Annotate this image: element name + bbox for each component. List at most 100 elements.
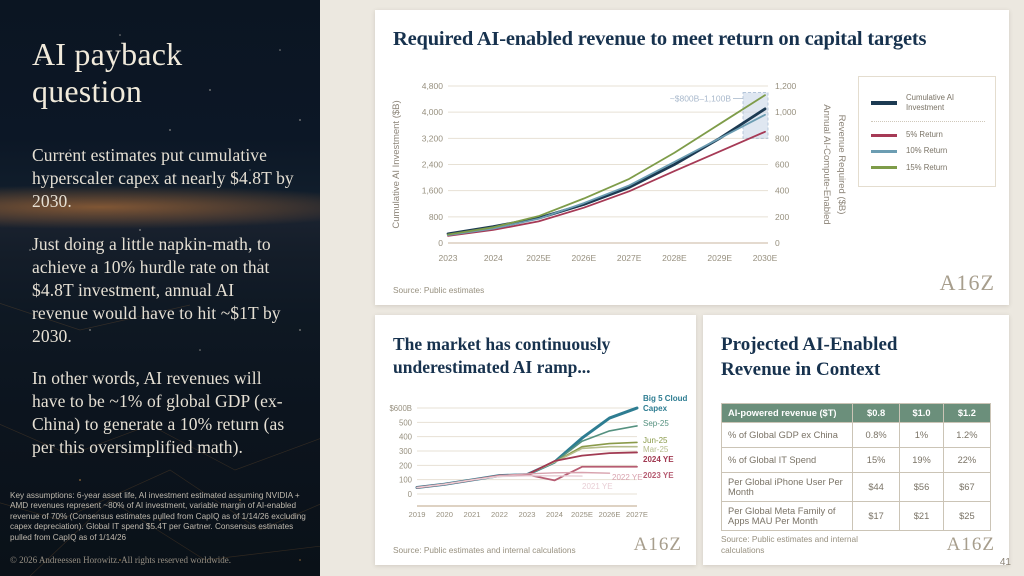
table-cell: $17 [851, 501, 901, 531]
x-axis-tick: 2025E [526, 253, 551, 263]
left-axis-tick: 4,800 [422, 81, 444, 91]
chart-title: Required AI-enabled revenue to meet retu… [393, 28, 927, 50]
sidebar-background-art [0, 34, 320, 576]
legend-swatch [871, 166, 897, 169]
table-header-cell: $1.0 [899, 403, 944, 423]
table-cell: 22% [942, 447, 992, 473]
panel-revenue-context: Projected AI-Enabled Revenue in Context … [703, 315, 1009, 565]
left-axis-title: Cumulative AI Investment ($B) [391, 100, 402, 228]
copyright: © 2026 Andreessen Horowitz. All rights r… [10, 555, 232, 565]
series-label: Big 5 Cloud [643, 394, 688, 403]
x-axis-tick: 2019 [409, 510, 426, 519]
x-axis-tick: 2023 [439, 253, 458, 263]
table-cell: 15% [851, 447, 901, 473]
x-axis-tick: 2025E [571, 510, 593, 519]
left-axis-tick: 3,200 [422, 133, 444, 143]
table-cell: $56 [899, 472, 944, 502]
series-label: 2022 YE [612, 473, 643, 482]
slide-title: AI payback question [32, 36, 183, 110]
y-axis-tick: 400 [399, 433, 413, 442]
panel-footer: Source: Public estimates and internal ca… [721, 534, 995, 556]
sidebar-paragraph: In other words, AI revenues will have to… [32, 367, 285, 458]
series-label: Sep-25 [643, 419, 669, 428]
table-row: % of Global IT Spend 15% 19% 22% [721, 447, 992, 473]
a16z-logo: A16Z [633, 534, 682, 555]
source-note: Source: Public estimates and internal ca… [721, 534, 858, 556]
y-axis-tick: 500 [399, 418, 413, 427]
panel-ai-ramp: The market has continuously underestimat… [375, 315, 696, 565]
legend-label: 10% Return [906, 146, 948, 156]
x-axis-tick: 2024 [484, 253, 503, 263]
right-axis-tick: 200 [775, 212, 789, 222]
legend-label: Cumulative AI Investment [906, 93, 955, 113]
right-axis-title: Revenue Required ($B) [836, 115, 847, 215]
ai-ramp-chart: $600B 500 400 300 200 100 0 2019 2020 2021 2022 202… [389, 394, 688, 519]
sidebar: AI payback question Current estimates pu… [0, 0, 320, 576]
y-axis-tick: 200 [399, 461, 413, 470]
x-axis-tick: 2029E [707, 253, 732, 263]
x-axis-tick: 2027E [617, 253, 642, 263]
legend-swatch [871, 101, 897, 105]
legend-divider [871, 121, 985, 123]
legend-swatch [871, 150, 897, 153]
panel-footer: Source: Public estimates and internal ca… [393, 534, 682, 556]
context-table: AI-powered revenue ($T) $0.8 $1.0 $1.2% of … [721, 403, 992, 531]
x-axis-tick: 2023 [519, 510, 536, 519]
x-axis-tick: 2030E [753, 253, 778, 263]
left-axis-tick: 2,400 [422, 160, 444, 170]
sidebar-paragraph: Just doing a little napkin-math, to achi… [32, 233, 281, 346]
series-label: 2023 YE [643, 471, 674, 480]
table-row: % of Global GDP ex China 0.8% 1% 1.2% [721, 422, 992, 448]
x-axis-tick: 2027E [626, 510, 648, 519]
right-axis-tick: 0 [775, 238, 780, 248]
table-cell: 19% [899, 447, 944, 473]
legend-item: Cumulative AI Investment [871, 93, 985, 113]
key-assumptions-footnote: Key assumptions: 6-year asset life, AI i… [10, 490, 306, 542]
a16z-logo: A16Z [939, 270, 995, 295]
legend-label: 15% Return [906, 162, 948, 172]
chart-title: The market has continuously underestimat… [393, 334, 611, 377]
table-row: Per Global iPhone User Per Month $44 $56 $6… [721, 472, 992, 502]
row-label: Per Global iPhone User Per Month [721, 472, 853, 502]
series-label: 2021 YE [582, 482, 613, 491]
left-axis-tick: 4,000 [422, 107, 444, 117]
x-axis-tick: 2021 [464, 510, 481, 519]
table-cell: $25 [942, 501, 992, 531]
right-axis-tick: 400 [775, 186, 789, 196]
legend-swatch [871, 134, 897, 137]
row-label: % of Global IT Spend [721, 447, 853, 473]
table-header-cell: AI-powered revenue ($T) [721, 403, 853, 423]
table-cell: 1.2% [942, 422, 992, 448]
y-axis-tick: 300 [399, 447, 413, 456]
series-line [447, 113, 766, 237]
x-axis-tick: 2022 [491, 510, 508, 519]
chart-legend: Cumulative AI Investment 5% Return 10% Ret… [858, 76, 996, 187]
legend-item: 5% Return [871, 130, 985, 140]
x-axis-tick: 2026E [572, 253, 597, 263]
right-axis-title: Annual AI-Compute-Enabled [821, 104, 832, 224]
series-line [446, 107, 767, 236]
series-label: Capex [643, 404, 668, 413]
table-cell: $67 [942, 472, 992, 502]
table-header-cell: $1.2 [942, 403, 992, 423]
panel-footer: Source: Public estimates A16Z [393, 270, 995, 296]
series-line [416, 425, 638, 489]
x-axis-tick: 2020 [436, 510, 453, 519]
legend-label: 5% Return [906, 130, 943, 140]
series-label: 2024 YE [643, 455, 674, 464]
series-line [447, 130, 766, 237]
series-label: Jun-25 [643, 436, 668, 445]
series-label: Mar-25 [643, 445, 669, 454]
legend-item: 10% Return [871, 146, 985, 156]
y-axis-tick: $600B [389, 404, 412, 413]
y-axis-tick: 0 [408, 490, 413, 499]
left-axis-tick: 800 [429, 212, 443, 222]
right-axis-tick: 600 [775, 160, 789, 170]
page-number: 41 [999, 557, 1011, 568]
table-row: Per Global Meta Family of Apps MAU Per M… [721, 501, 992, 531]
capital-targets-chart: 4,800 1,200 4,000 1,000 3,200 800 2,400 600 1,60… [391, 81, 847, 263]
legend-item: 15% Return [871, 163, 985, 173]
table-title: Projected AI-Enabled Revenue in Context [721, 334, 898, 380]
series-line [416, 475, 583, 489]
